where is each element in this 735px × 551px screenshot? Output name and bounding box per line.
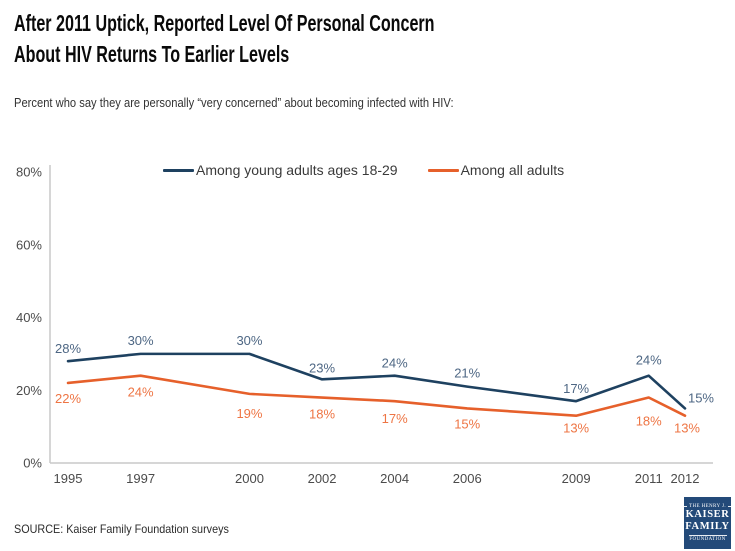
- data-label: 18%: [309, 407, 335, 422]
- data-label: 22%: [55, 391, 81, 406]
- y-axis-tick-label: 80%: [16, 165, 42, 180]
- logo-top-row: THE HENRY J.: [684, 504, 731, 509]
- series-line-1: [66, 374, 687, 418]
- source-note: SOURCE: Kaiser Family Foundation surveys: [14, 522, 229, 536]
- legend-line-swatch-young-adults: [163, 168, 194, 172]
- page-title: After 2011 Uptick, Reported Level Of Per…: [14, 8, 615, 70]
- data-label: 13%: [674, 421, 700, 436]
- x-axis-tick-label: 1997: [126, 471, 155, 486]
- chart-subtitle: Percent who say they are personally “ver…: [14, 95, 454, 110]
- x-axis-tick-label: 2011: [635, 471, 663, 486]
- x-axis-tick-label: 1995: [54, 471, 83, 486]
- y-axis-tick-label: 40%: [16, 310, 42, 325]
- legend-item-all-adults: Among all adults: [427, 162, 565, 178]
- logo-text-foundation: FOUNDATION: [689, 537, 726, 542]
- data-label: 15%: [454, 416, 480, 431]
- series-line-0: [66, 352, 687, 410]
- data-label: 17%: [382, 411, 408, 426]
- y-axis-tick-label: 60%: [16, 237, 42, 252]
- legend-label-all-adults: Among all adults: [460, 162, 565, 178]
- data-label: 30%: [236, 333, 262, 348]
- data-label: 18%: [636, 414, 662, 429]
- data-label: 24%: [128, 385, 154, 400]
- logo-text-henry-j: THE HENRY J.: [689, 504, 726, 509]
- logo-rule-left: [684, 506, 688, 507]
- legend-item-young-adults: Among young adults ages 18-29: [163, 162, 398, 178]
- data-label: 19%: [236, 406, 262, 421]
- kaiser-family-foundation-logo: THE HENRY J. KAISER FAMILY FOUNDATION: [684, 497, 731, 549]
- page-title-line-1: After 2011 Uptick, Reported Level Of Per…: [14, 10, 435, 36]
- x-axis-tick-label: 2009: [562, 471, 591, 486]
- logo-rule-right: [728, 506, 731, 507]
- legend-line-swatch-all-adults: [427, 168, 459, 172]
- y-axis-tick-label: 20%: [16, 383, 42, 398]
- data-label: 30%: [128, 333, 154, 348]
- x-axis-tick-label: 2000: [235, 471, 264, 486]
- chart-legend: Among young adults ages 18-29 Among all …: [163, 161, 564, 179]
- data-label: 24%: [382, 356, 408, 371]
- data-label: 24%: [636, 353, 662, 368]
- x-axis-tick-label: 2012: [671, 471, 700, 486]
- x-axis-tick-label: 2002: [308, 471, 337, 486]
- data-label: 28%: [55, 341, 81, 356]
- logo-divider-line: [688, 535, 727, 536]
- data-label: 17%: [563, 381, 589, 396]
- page-title-line-2: About HIV Returns To Earlier Levels: [14, 41, 290, 67]
- line-chart-canvas: 0% 20% 40% 60% 80% 1995 1997 2000 2002 2004 2006 20…: [16, 165, 714, 487]
- legend-label-young-adults: Among young adults ages 18-29: [196, 162, 398, 178]
- y-axis-tick-label: 0%: [23, 456, 42, 471]
- x-axis-tick-label: 2004: [380, 471, 409, 486]
- data-label: 23%: [309, 360, 335, 375]
- data-label: 15%: [688, 390, 714, 405]
- x-axis-tick-label: 2006: [453, 471, 482, 486]
- data-label: 21%: [454, 366, 480, 381]
- data-label: 13%: [563, 421, 589, 436]
- logo-text-kaiser: KAISER: [685, 509, 730, 520]
- logo-text-family: FAMILY: [685, 521, 730, 532]
